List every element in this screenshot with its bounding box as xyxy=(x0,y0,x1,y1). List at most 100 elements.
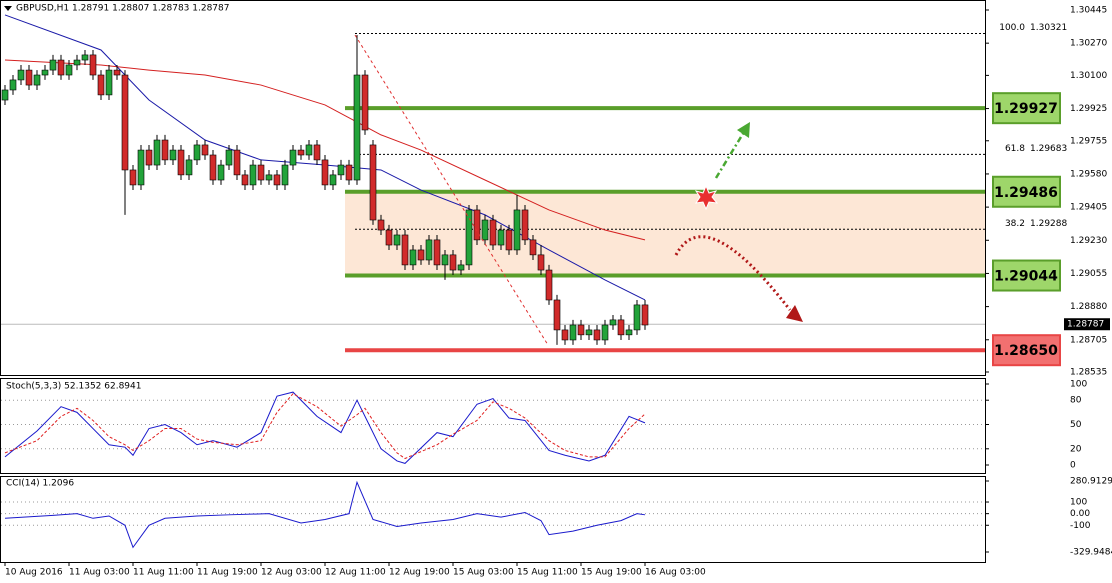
indicator-line xyxy=(4,59,646,241)
candle-body xyxy=(449,254,457,271)
candle-body xyxy=(577,324,585,336)
indicator-line xyxy=(4,480,646,549)
candle-body xyxy=(401,234,409,266)
cci-panel xyxy=(0,476,986,563)
candle-body xyxy=(49,59,57,71)
candle-body xyxy=(169,149,177,161)
fib-price: 1.30321 xyxy=(1030,23,1067,33)
fib-price: 1.29288 xyxy=(1030,219,1067,229)
candle-body xyxy=(513,209,521,251)
y-tick-label: 1.29230 xyxy=(1070,236,1107,246)
level-label: 1.29927 xyxy=(994,101,1058,117)
candle-body xyxy=(409,249,417,266)
candle-body xyxy=(73,59,81,66)
x-tick-label: 12 Aug 19:00 xyxy=(389,568,450,578)
bearish-arrowhead xyxy=(786,305,803,322)
level-label: 1.29044 xyxy=(994,269,1058,285)
y-tick-label: 100 xyxy=(1070,380,1087,390)
candle-body xyxy=(441,254,449,266)
fib-price: 1.29683 xyxy=(1030,144,1067,154)
candle-body xyxy=(25,69,33,86)
x-tick-label: 15 Aug 03:00 xyxy=(453,568,514,578)
candle-body xyxy=(553,299,561,331)
candle-body xyxy=(297,149,305,156)
candle-body xyxy=(609,319,617,326)
candle-body xyxy=(313,144,321,161)
candle-body xyxy=(385,229,393,246)
candle-body xyxy=(601,324,609,341)
level-box xyxy=(992,334,1061,367)
candle-body xyxy=(457,264,465,271)
candle-body xyxy=(1,89,9,101)
candle-body xyxy=(329,174,337,186)
candle-body xyxy=(33,74,41,86)
y-tick-label: 1.29580 xyxy=(1070,169,1107,179)
candle-body xyxy=(225,149,233,166)
candle-body xyxy=(345,164,353,181)
y-tick-label: 1.29925 xyxy=(1070,104,1107,114)
candle-body xyxy=(185,159,193,176)
y-tick-label: 1.30100 xyxy=(1070,71,1107,81)
level-label: 1.29486 xyxy=(994,185,1058,201)
panel-title: Stoch(5,3,3) 52.1352 62.8941 xyxy=(6,382,141,392)
menu-triangle xyxy=(4,6,12,11)
indicator-line xyxy=(4,393,646,460)
candle-body xyxy=(9,79,17,91)
candle-body xyxy=(537,254,545,271)
candle-body xyxy=(633,304,641,331)
y-tick-label: 1.29055 xyxy=(1070,269,1107,279)
candle-body xyxy=(425,239,433,261)
candle-body xyxy=(217,164,225,181)
stoch-panel xyxy=(0,378,986,474)
x-tick-label: 11 Aug 19:00 xyxy=(197,568,258,578)
indicator-line xyxy=(4,391,646,464)
level-box xyxy=(992,92,1061,125)
candle-body xyxy=(489,219,497,246)
candle-body xyxy=(233,149,241,176)
candle-body xyxy=(497,229,505,246)
candle-body xyxy=(361,74,369,131)
candle-body xyxy=(473,209,481,241)
candle-body xyxy=(393,234,401,246)
x-tick-label: 12 Aug 03:00 xyxy=(261,568,322,578)
panel-title: CCI(14) 1.2096 xyxy=(6,479,74,489)
fib-trend-line xyxy=(354,34,549,346)
candle-body xyxy=(465,209,473,266)
candle-body xyxy=(97,74,105,96)
fib-level: 38.2 xyxy=(1005,219,1025,229)
candle-body xyxy=(377,219,385,231)
candle-body xyxy=(289,149,297,166)
candle-body xyxy=(505,229,513,251)
y-tick-label: 20 xyxy=(1070,444,1082,454)
last-price-label: 1.28787 xyxy=(1067,320,1104,330)
level-box xyxy=(992,259,1061,292)
candle-body xyxy=(617,319,625,336)
candle-body xyxy=(65,64,73,76)
candle-body xyxy=(321,159,329,186)
range-zone xyxy=(345,191,985,276)
candle-body xyxy=(353,74,361,181)
y-tick-label: 1.29405 xyxy=(1070,203,1107,213)
candle-body xyxy=(417,249,425,261)
candle-body xyxy=(241,174,249,186)
candle-body xyxy=(433,239,441,266)
candle-body xyxy=(113,69,121,76)
candle-body xyxy=(177,149,185,176)
y-tick-label: 80 xyxy=(1070,396,1082,406)
candle-body xyxy=(105,69,113,96)
fib-level: 61.8 xyxy=(1005,144,1025,154)
bullish-arrow xyxy=(714,131,746,179)
candle-body xyxy=(81,54,89,61)
x-tick-label: 16 Aug 03:00 xyxy=(645,568,706,578)
candle-body xyxy=(337,164,345,176)
main-layer xyxy=(1,14,985,549)
candle-body xyxy=(129,169,137,186)
candle-body xyxy=(201,144,209,156)
y-tick-label: 1.30270 xyxy=(1070,39,1107,49)
candle-body xyxy=(545,269,553,301)
y-tick-label: -329.9484 xyxy=(1070,548,1112,558)
panel-title: GBPUSD,H1 1.28791 1.28807 1.28783 1.2878… xyxy=(16,4,229,14)
candle-body xyxy=(257,164,265,181)
y-tick-label: 0 xyxy=(1070,461,1076,471)
